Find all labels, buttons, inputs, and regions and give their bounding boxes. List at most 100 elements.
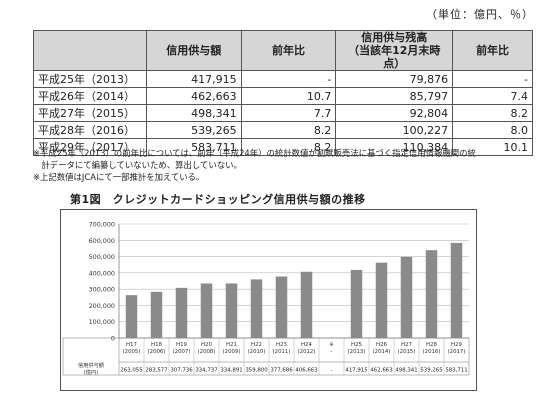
- x-tick-label: (2013): [348, 349, 366, 355]
- row-yoy1: 7.7: [240, 104, 337, 122]
- data-label: 462,663: [370, 368, 392, 374]
- row-yoy2: -: [452, 70, 533, 88]
- row-year: 平成26年（2014）: [33, 87, 147, 105]
- x-tick-label: H21: [226, 342, 237, 348]
- row-yoy1: 10.7: [240, 87, 337, 105]
- y-tick-label: 200,000: [89, 302, 115, 310]
- bar: [200, 283, 213, 338]
- x-tick-label: (2015): [398, 349, 416, 355]
- bar: [250, 279, 263, 338]
- data-label: 334,891: [220, 368, 242, 374]
- row-amount: 583,711: [145, 138, 242, 156]
- x-tick-label: (2009): [223, 349, 241, 355]
- x-tick-label: H28: [426, 342, 437, 348]
- bar: [150, 291, 163, 338]
- data-label: 377,686: [270, 368, 293, 374]
- x-tick-label: (2008): [198, 349, 216, 355]
- row-yoy1: 8.2: [240, 138, 337, 156]
- x-tick-label: H20: [201, 342, 212, 348]
- row-year: 平成27年（2015）: [33, 104, 147, 122]
- x-tick-label: H29: [451, 342, 462, 348]
- table-row: 平成29年（2017） 583,711 8.2 110,384 10.1: [33, 138, 533, 156]
- bar: [400, 256, 413, 338]
- row-balance: 79,876: [335, 70, 454, 88]
- table-row: 平成25年（2013） 417,915 - 79,876 -: [33, 70, 533, 88]
- row-amount: 539,265: [145, 121, 242, 139]
- data-label: 283,577: [145, 368, 167, 374]
- footnote: ※平成25年（2013）の前年比については、前年（平成24年）の統計数値が割賦販…: [33, 148, 476, 158]
- row-label: (億円): [84, 368, 98, 376]
- x-tick-label: -: [331, 349, 333, 355]
- table-row: 平成26年（2014） 462,663 10.7 85,797 7.4: [33, 87, 533, 105]
- row-amount: 462,663: [145, 87, 242, 105]
- data-label: 263,055: [120, 368, 142, 374]
- footnote: 計データにて編纂していないため、算出していない。: [33, 160, 242, 170]
- data-label: 539,265: [420, 368, 442, 374]
- x-tick-label: (2014): [373, 349, 391, 355]
- footnote: ※上記数値はJCAにて一部推計を加えている。: [33, 172, 205, 182]
- header-blank: [33, 30, 147, 71]
- row-yoy1: -: [240, 70, 337, 88]
- chart-frame: 0 100,000 200,000 300,000 400,000 500,000 600,…: [60, 209, 477, 391]
- row-balance: 100,227: [335, 121, 454, 139]
- row-amount: 417,915: [145, 70, 242, 88]
- chart-title: 第1図 クレジットカードショッピング信用供与額の推移: [70, 193, 366, 206]
- row-yoy2: 8.2: [452, 104, 533, 122]
- y-tick-label: 700,000: [89, 221, 115, 229]
- bar: [225, 283, 238, 338]
- x-tick-label: H22: [251, 342, 262, 348]
- row-balance: 85,797: [335, 87, 454, 105]
- y-tick-label: 100,000: [89, 318, 115, 326]
- row-balance: 110,384: [335, 138, 454, 156]
- data-label: -: [331, 368, 333, 374]
- table-row: 平成27年（2015） 498,341 7.7 92,804 8.2: [33, 104, 533, 122]
- x-tick-label: H17: [126, 342, 137, 348]
- x-tick-label: H25: [351, 342, 362, 348]
- x-tick-label: (2005): [123, 349, 141, 355]
- y-tick-label: 300,000: [89, 286, 115, 294]
- x-tick-label: H18: [151, 342, 162, 348]
- credit-table: 信用供与額 前年比 信用供与残高 （当該年12月末時点） 前年比 平成25年（2…: [33, 30, 533, 156]
- x-tick-label: H19: [176, 342, 187, 348]
- row-label: 信用供与額: [78, 361, 104, 369]
- row-yoy2: 10.1: [452, 138, 533, 156]
- x-tick-label: (2006): [148, 349, 166, 355]
- row-yoy1: 8.2: [240, 121, 337, 139]
- header-yoy2: 前年比: [452, 30, 533, 71]
- row-yoy2: 8.0: [452, 121, 533, 139]
- header-amount: 信用供与額: [145, 30, 242, 71]
- x-tick-label: (2011): [273, 349, 291, 355]
- data-label: 406,663: [295, 368, 317, 374]
- data-table-frame: [62, 337, 470, 376]
- data-label: 307,736: [170, 368, 193, 374]
- x-tick-label: (2016): [423, 349, 441, 355]
- bar: [175, 287, 188, 338]
- x-tick-label: H23: [276, 342, 287, 348]
- y-tick-label: 600,000: [89, 237, 115, 245]
- footnotes: ※平成25年（2013）の前年比については、前年（平成24年）の統計数値が割賦販…: [33, 147, 538, 183]
- row-year: 平成25年（2013）: [33, 70, 147, 88]
- row-yoy2: 7.4: [452, 87, 533, 105]
- x-tick-label: ※: [329, 342, 334, 348]
- x-tick-label: H27: [401, 342, 412, 348]
- bar: [300, 271, 313, 338]
- row-year: 平成29年（2017）: [33, 138, 147, 156]
- header-yoy1: 前年比: [240, 30, 337, 71]
- row-amount: 498,341: [145, 104, 242, 122]
- bar: [425, 250, 438, 338]
- bar: [450, 242, 463, 338]
- table-row: 平成28年（2016） 539,265 8.2 100,227 8.0: [33, 121, 533, 139]
- y-tick-label: 400,000: [89, 269, 115, 277]
- x-tick-label: (2017): [448, 349, 466, 355]
- x-tick-label: (2010): [248, 349, 266, 355]
- bar-chart: 0 100,000 200,000 300,000 400,000 500,000 600,…: [62, 221, 470, 376]
- header-balance: 信用供与残高 （当該年12月末時点）: [335, 30, 454, 71]
- y-tick-label: 0: [111, 335, 115, 343]
- data-label: 583,711: [445, 368, 467, 374]
- bar: [375, 262, 388, 338]
- data-label: 498,341: [395, 368, 417, 374]
- y-tick-label: 500,000: [89, 253, 115, 261]
- bar: [275, 276, 288, 338]
- data-label: 359,800: [245, 368, 268, 374]
- x-tick-label: (2012): [298, 349, 316, 355]
